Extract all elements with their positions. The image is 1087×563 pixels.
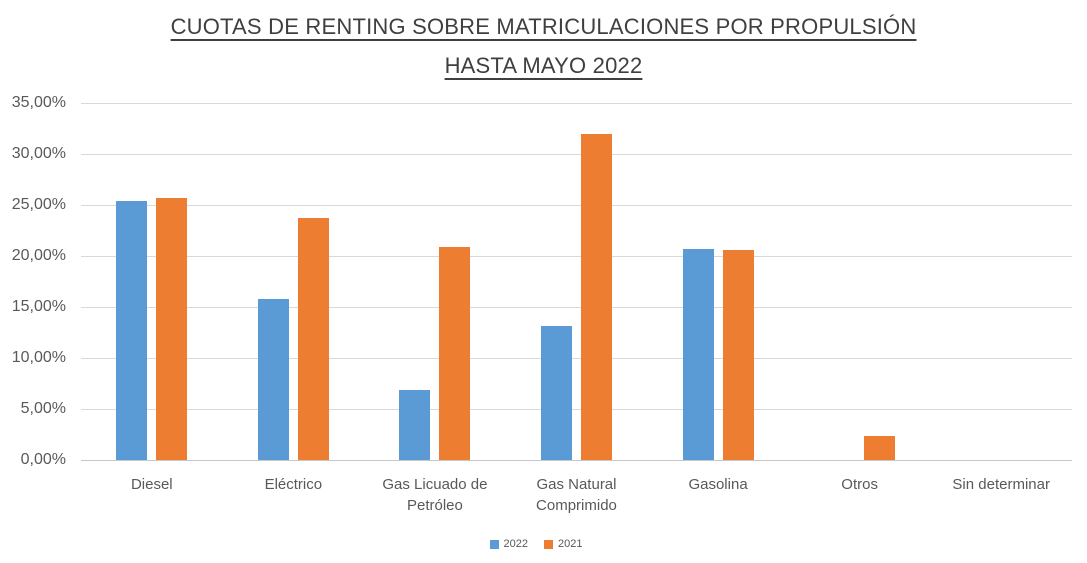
- bar-2021-otros: [864, 435, 896, 460]
- y-tick-label: 35,00%: [11, 94, 66, 111]
- bar-2021-eléctrico: [297, 218, 329, 460]
- chart-title-line: CUOTAS DE RENTING SOBRE MATRICULACIONES …: [0, 7, 1087, 46]
- legend: 2022 2021: [0, 538, 1072, 550]
- bar-2022-eléctrico: [257, 298, 289, 460]
- x-axis-line: [81, 459, 1072, 461]
- y-tick-label: 30,00%: [11, 145, 66, 162]
- y-tick-label: 25,00%: [11, 196, 66, 213]
- bar-2022-gasolina: [682, 248, 714, 460]
- x-category-label-sin-determinar: Sin determinar: [952, 476, 1050, 493]
- legend-swatch-2022: [489, 539, 499, 549]
- legend-item-2021: 2021: [544, 538, 582, 550]
- x-category-label-otros: Otros: [841, 476, 878, 493]
- chart-title-line2: HASTA MAYO 2022: [444, 53, 643, 78]
- bar-2022-gas-natural-comprimido: [541, 326, 572, 460]
- x-category-label-eléctrico: Eléctrico: [264, 476, 323, 493]
- gridline-35: [81, 102, 1072, 104]
- x-category-label-diesel: Diesel: [130, 476, 173, 493]
- bar-2021-gas-licuado-de-petróleo: [439, 246, 471, 460]
- gridline-5: [81, 408, 1072, 410]
- y-tick-label: 15,00%: [11, 298, 66, 315]
- y-axis-labels: 0,00% 5,00% 10,00% 15,00% 20,00% 25,00% 30,00%…: [0, 0, 66, 563]
- gridline-10: [81, 357, 1072, 359]
- chart-title: CUOTAS DE RENTING SOBRE MATRICULACIONES …: [0, 7, 1087, 85]
- bar-2021-gasolina: [722, 249, 754, 460]
- x-category-label-gas-natural-comprimido: Gas Natural Comprimido: [536, 476, 617, 514]
- plot-area: [81, 102, 1072, 461]
- y-tick-label: 10,00%: [11, 349, 66, 366]
- legend-label-2021: 2021: [558, 538, 583, 550]
- legend-label-2022: 2022: [503, 538, 528, 550]
- y-tick-label: 0,00%: [20, 451, 66, 468]
- gridline-20: [81, 255, 1072, 257]
- bar-2022-diesel: [116, 200, 148, 460]
- gridline-30: [81, 153, 1072, 155]
- x-category-label-gasolina: Gasolina: [688, 476, 748, 493]
- bar-2021-diesel: [156, 197, 188, 460]
- bar-2021-gas-natural-comprimido: [581, 133, 612, 460]
- chart-title-line1: CUOTAS DE RENTING SOBRE MATRICULACIONES …: [170, 14, 917, 39]
- gridline-25: [81, 204, 1072, 206]
- y-tick-label: 5,00%: [20, 400, 66, 417]
- bar-2022-gas-licuado-de-petróleo: [399, 389, 431, 460]
- legend-item-2022: 2022: [489, 538, 528, 550]
- chart-title-line: HASTA MAYO 2022: [0, 46, 1087, 85]
- legend-swatch-2021: [544, 539, 553, 549]
- y-tick-label: 20,00%: [11, 247, 66, 264]
- gridline-15: [81, 306, 1072, 308]
- x-category-label-gas-licuado-de-petróleo: Gas Licuado de Petróleo: [382, 476, 488, 514]
